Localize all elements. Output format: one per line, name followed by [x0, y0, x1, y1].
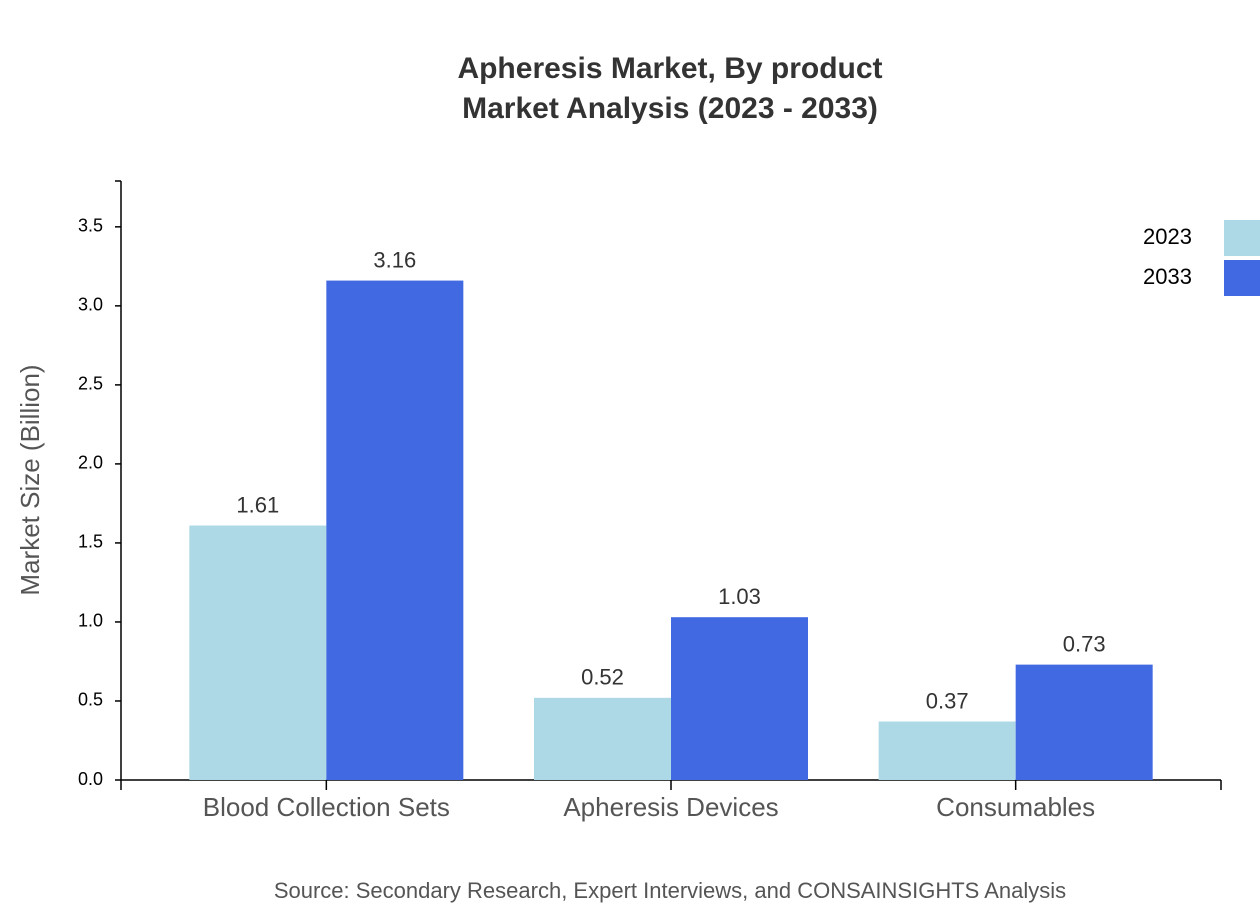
value-label: 1.03 — [718, 584, 761, 609]
value-label: 0.73 — [1063, 631, 1106, 656]
y-tick-label: 3.0 — [78, 295, 103, 315]
bar — [189, 525, 327, 780]
value-label: 0.52 — [581, 665, 624, 690]
y-tick-label: 0.0 — [78, 769, 103, 789]
value-label: 1.61 — [236, 492, 279, 517]
bar — [326, 280, 464, 780]
legend-label: 2023 — [1143, 224, 1192, 249]
bar — [671, 617, 808, 780]
bar — [1015, 664, 1153, 780]
x-tick-label: Blood Collection Sets — [203, 792, 450, 822]
y-tick-label: 2.0 — [78, 453, 103, 473]
value-label: 0.37 — [926, 688, 969, 713]
chart-subtitle: Market Analysis (2023 - 2033) — [462, 92, 878, 125]
y-tick-label: 2.5 — [78, 374, 103, 394]
y-tick-label: 0.5 — [78, 690, 103, 710]
legend-label: 2033 — [1143, 264, 1192, 289]
y-tick-label: 1.0 — [78, 611, 103, 631]
x-tick-label: Apheresis Devices — [563, 792, 778, 822]
y-tick-label: 3.5 — [78, 216, 103, 236]
legend-swatch — [1224, 220, 1260, 256]
source-note: Source: Secondary Research, Expert Inter… — [274, 878, 1066, 903]
bar — [534, 697, 671, 780]
x-tick-label: Consumables — [936, 792, 1095, 822]
value-label: 3.16 — [373, 247, 416, 272]
bar — [878, 721, 1016, 780]
y-axis-label: Market Size (Billion) — [15, 364, 45, 595]
chart-title: Apheresis Market, By product — [457, 52, 882, 85]
y-tick-label: 1.5 — [78, 532, 103, 552]
legend-swatch — [1224, 260, 1260, 296]
